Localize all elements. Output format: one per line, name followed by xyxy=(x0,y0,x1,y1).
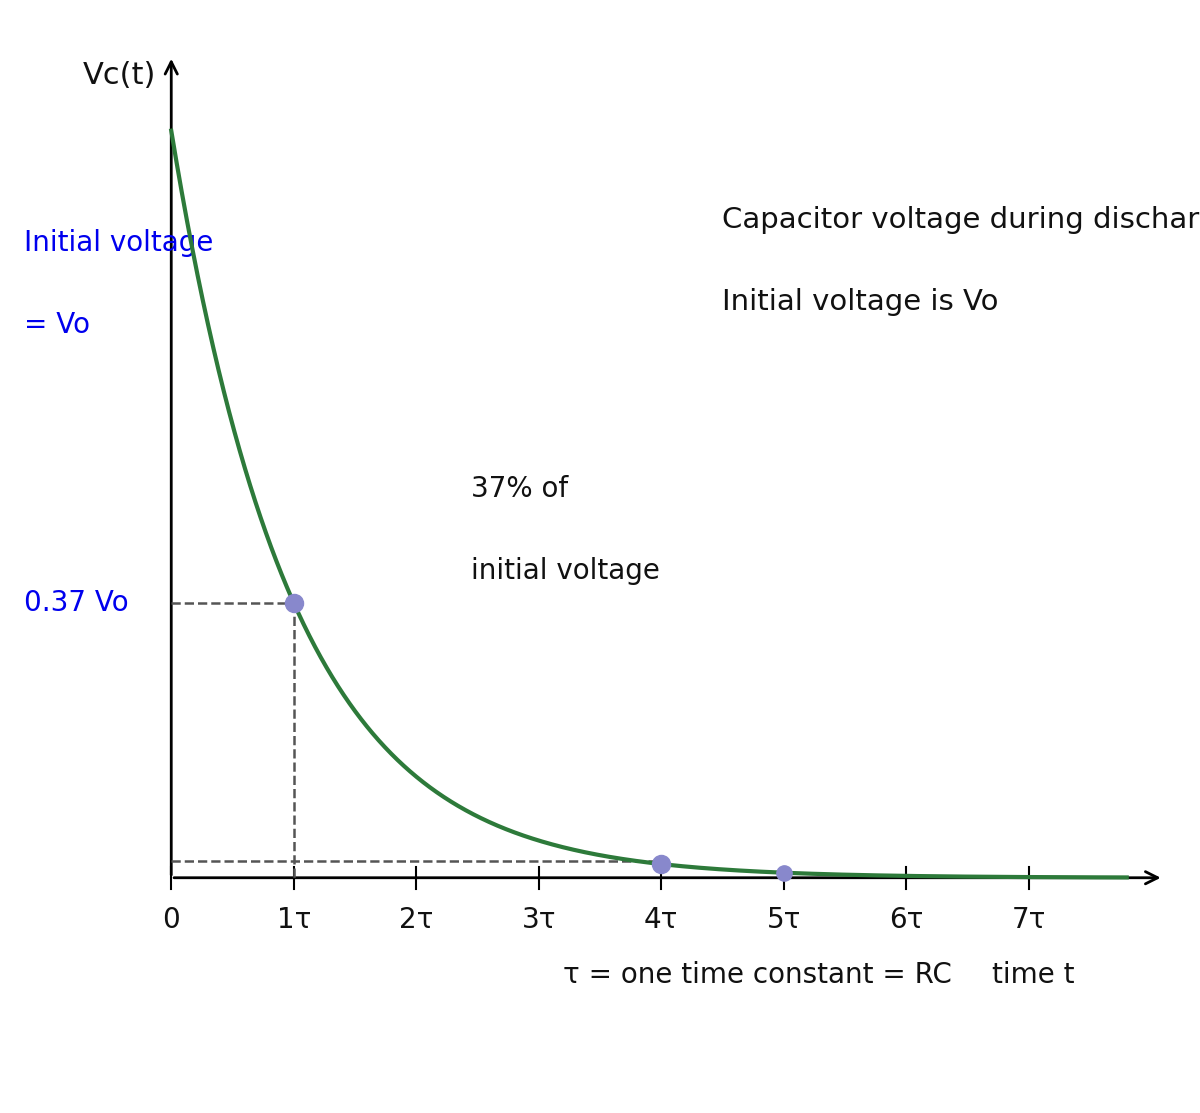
Text: 5τ: 5τ xyxy=(767,906,800,934)
Text: 6τ: 6τ xyxy=(889,906,924,934)
Text: = Vo: = Vo xyxy=(24,311,90,338)
Text: time t: time t xyxy=(992,961,1074,988)
Text: 37% of: 37% of xyxy=(472,475,569,503)
Text: Vc(t): Vc(t) xyxy=(83,60,156,89)
Text: Capacitor voltage during discharge: Capacitor voltage during discharge xyxy=(722,206,1200,235)
Text: τ = one time constant = RC: τ = one time constant = RC xyxy=(563,961,952,988)
Text: 0: 0 xyxy=(162,906,180,934)
Text: Initial voltage: Initial voltage xyxy=(24,229,214,257)
Text: initial voltage: initial voltage xyxy=(472,558,660,585)
Text: 3τ: 3τ xyxy=(522,906,556,934)
Text: Initial voltage is Vo: Initial voltage is Vo xyxy=(722,288,998,316)
Text: 7τ: 7τ xyxy=(1012,906,1046,934)
Text: 2τ: 2τ xyxy=(400,906,433,934)
Text: 4τ: 4τ xyxy=(644,906,678,934)
Text: 1τ: 1τ xyxy=(276,906,311,934)
Text: 0.37 Vo: 0.37 Vo xyxy=(24,589,128,617)
